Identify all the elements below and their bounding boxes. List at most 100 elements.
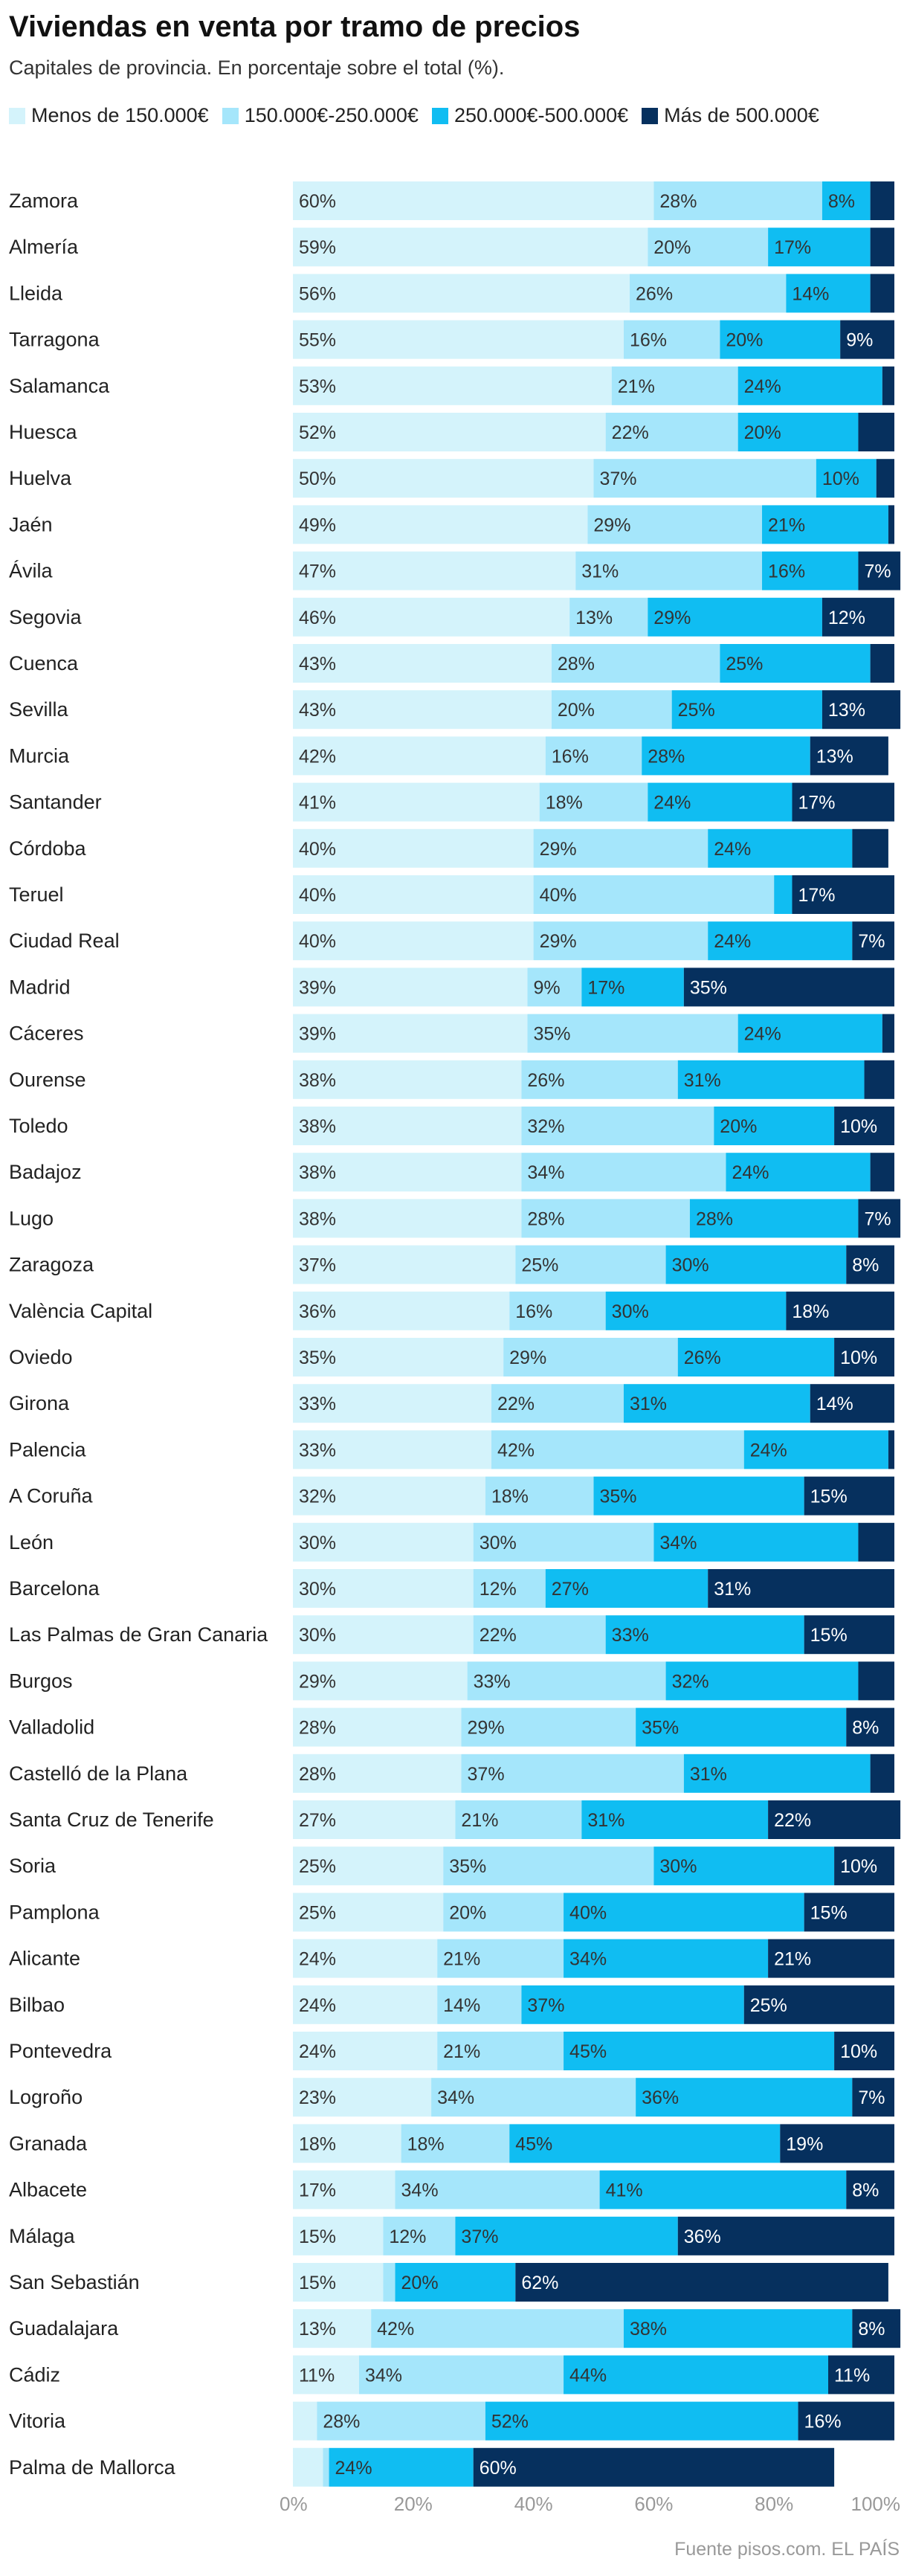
data-label: 18%: [491, 1487, 529, 1507]
data-label: 34%: [365, 2365, 402, 2386]
chart-title: Viviendas en venta por tramo de precios: [9, 10, 581, 43]
bar-segment: [882, 366, 894, 405]
bar-segment: [870, 228, 894, 267]
bar-segment: [870, 644, 894, 683]
bar-segment: [293, 2355, 359, 2395]
category-label: Almería: [9, 236, 79, 258]
data-label: 35%: [449, 1856, 486, 1877]
data-label: 24%: [744, 376, 781, 397]
data-label: 7%: [858, 931, 885, 952]
bar-segment: [852, 921, 894, 961]
bar-segment: [293, 690, 552, 730]
bar-segment: [473, 1522, 654, 1562]
data-label: 17%: [774, 237, 811, 258]
bar-segment: [564, 1939, 769, 1978]
data-label: 31%: [690, 1764, 727, 1785]
bar-segment: [293, 366, 612, 405]
bar-segment: [852, 828, 888, 868]
category-label: Bilbao: [9, 1994, 65, 2016]
bar-segment: [587, 505, 763, 544]
category-label: Albacete: [9, 2179, 87, 2201]
legend-label: Menos de 150.000€: [31, 104, 209, 126]
data-label: 49%: [299, 515, 336, 535]
data-label: 30%: [299, 1533, 336, 1553]
legend-swatch: [222, 108, 239, 124]
category-label: Lugo: [9, 1207, 54, 1229]
bar-segment: [743, 1985, 894, 2024]
bar-segment: [816, 459, 877, 498]
data-label: 25%: [299, 1902, 336, 1923]
data-label: 30%: [480, 1533, 517, 1553]
data-label: 13%: [575, 608, 613, 628]
data-label: 24%: [299, 1995, 336, 2016]
category-label: Ciudad Real: [9, 930, 120, 952]
x-tick-label: 60%: [634, 2493, 673, 2515]
bar-segment: [623, 2309, 853, 2348]
data-label: 27%: [552, 1579, 589, 1600]
bar-segment: [455, 1800, 582, 1839]
legend-label: Más de 500.000€: [664, 104, 819, 126]
bar-segment: [708, 828, 853, 868]
category-label: Palma de Mallorca: [9, 2456, 176, 2479]
bar-segment: [383, 2216, 456, 2255]
bar-segment: [888, 1430, 894, 1469]
data-label: 22%: [480, 1625, 517, 1646]
data-label: 34%: [569, 1949, 607, 1970]
bar-segment: [293, 1014, 528, 1053]
data-label: 34%: [401, 2180, 439, 2201]
bar-segment: [605, 413, 738, 451]
bar-segment: [774, 875, 793, 914]
bar-segment: [605, 1291, 787, 1330]
category-label: Lleida: [9, 282, 63, 304]
data-label: 30%: [612, 1301, 649, 1322]
bar-segment: [293, 1661, 468, 1701]
data-label: 18%: [407, 2134, 445, 2154]
bar-segment: [485, 1476, 594, 1516]
category-label: Castelló de la Plana: [9, 1762, 188, 1785]
bar-segment: [293, 736, 546, 776]
bar-segment: [689, 1199, 859, 1238]
data-label: 32%: [527, 1116, 564, 1137]
bar-segment: [293, 1060, 522, 1099]
bar-segment: [515, 2263, 888, 2302]
bar-segment: [293, 1430, 491, 1469]
bar-segment: [623, 1384, 810, 1423]
category-label: Zamora: [9, 190, 79, 212]
bar-segment: [786, 274, 871, 313]
bar-segment: [810, 736, 888, 776]
bar-segment: [551, 690, 672, 730]
category-label: Granada: [9, 2132, 88, 2154]
data-label: 12%: [480, 1579, 517, 1600]
bar-segment: [533, 875, 775, 914]
bar-segment: [768, 1800, 901, 1839]
data-label: 26%: [636, 283, 673, 304]
bar-segment: [593, 459, 816, 498]
category-label: Palencia: [9, 1438, 87, 1461]
bar-segment: [822, 690, 901, 730]
data-label: 38%: [299, 1116, 336, 1137]
data-label: 42%: [497, 1440, 535, 1461]
data-label: 43%: [299, 654, 336, 674]
bar-segment: [828, 2355, 894, 2395]
data-label: 59%: [299, 237, 336, 258]
bar-segment: [293, 2263, 384, 2302]
data-label: 8%: [852, 2180, 879, 2201]
data-label: 21%: [443, 1949, 480, 1970]
data-label: 30%: [672, 1255, 709, 1276]
data-label: 13%: [299, 2319, 336, 2340]
data-label: 28%: [299, 1718, 336, 1739]
bar-segment: [293, 1245, 516, 1284]
data-label: 37%: [299, 1255, 336, 1276]
data-label: 40%: [299, 839, 336, 860]
bar-segment: [293, 1985, 438, 2024]
data-label: 18%: [299, 2134, 336, 2154]
data-label: 29%: [540, 839, 577, 860]
bar-segment: [293, 274, 630, 313]
bar-segment: [293, 413, 606, 451]
category-label: Huelva: [9, 467, 72, 489]
category-label: Burgos: [9, 1669, 73, 1692]
category-label: Logroño: [9, 2086, 83, 2108]
bar-segment: [840, 320, 894, 359]
data-label: 31%: [714, 1579, 751, 1600]
